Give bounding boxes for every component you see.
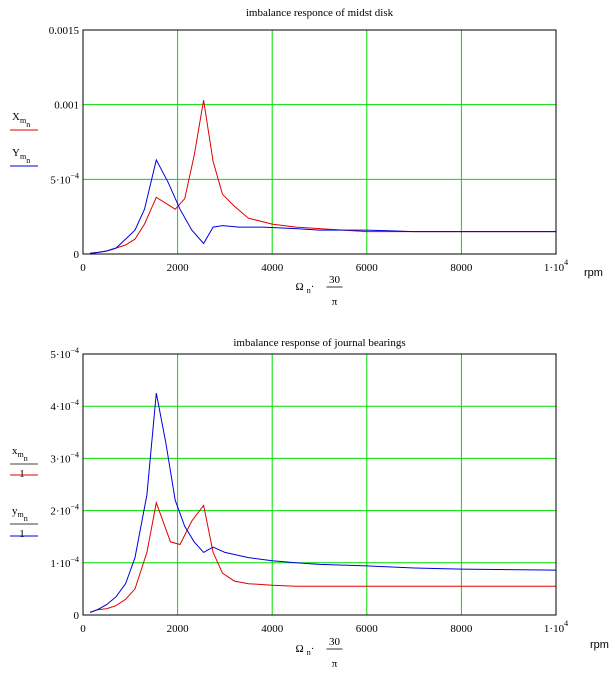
x-axis-label-numerator: 30 <box>329 274 341 286</box>
series-line-x-1 <box>89 500 556 613</box>
x-tick-label: 2000 <box>167 262 190 274</box>
series-line-y-2 <box>90 158 556 254</box>
x-tick-label: 0 <box>80 262 86 274</box>
y-tick-label: 0 <box>74 610 80 622</box>
y-tick-label: 3·10−4 <box>50 450 79 465</box>
plot-area <box>83 354 556 615</box>
y-tick-label: 2·10−4 <box>50 503 79 518</box>
x-tick-label: 6000 <box>356 262 379 274</box>
legend-label: Ymn <box>12 147 30 165</box>
legend-entry-1: xmn 1 <box>10 445 38 480</box>
chart-title: imbalance responce of midst disk <box>246 7 394 19</box>
x-tick-label: 4000 <box>261 623 284 635</box>
y-tick-label: 0 <box>74 249 80 261</box>
y-tick-label: 5·10−4 <box>50 171 79 186</box>
x-tick-label: 2000 <box>167 623 190 635</box>
x-tick-label: 8000 <box>450 623 473 635</box>
x-tick-label: 8000 <box>450 262 473 274</box>
plot-frame <box>82 29 557 255</box>
legend-label: ymn <box>12 505 28 523</box>
chart-1: imbalance responce of midst disk 0 5·10−4 0… <box>10 7 603 308</box>
plot-area <box>83 30 556 254</box>
x-tick-label: 6000 <box>356 623 379 635</box>
legend-entry-1: Xmn <box>10 111 38 131</box>
legend-denominator: 1 <box>19 528 25 540</box>
x-tick-label: 4000 <box>261 262 284 274</box>
legend-label: xmn <box>12 445 28 463</box>
plot-frame <box>82 353 557 616</box>
unit-label: rpm <box>590 639 609 651</box>
y-tick-label: 0.0015 <box>49 25 80 37</box>
x-tick-label: 1·104 <box>544 258 568 274</box>
y-tick-label: 5·10−4 <box>50 346 79 361</box>
chart-title: imbalance response of journal bearings <box>233 337 405 349</box>
series-line-y-2 <box>89 393 557 613</box>
legend-label: Xmn <box>12 111 30 129</box>
legend-denominator: 1 <box>19 468 25 480</box>
chart-2: imbalance response of journal bearings 0 1… <box>10 337 609 670</box>
x-tick-label: 1·104 <box>544 619 568 635</box>
y-tick-label: 0.001 <box>54 100 79 112</box>
unit-label: rpm <box>584 267 603 279</box>
legend-entry-2: Ymn <box>10 147 38 167</box>
y-tick-label: 4·10−4 <box>50 398 79 413</box>
x-axis-label-denominator: π <box>332 658 338 670</box>
legend-entry-2: ymn 1 <box>10 505 38 540</box>
x-tick-label: 0 <box>80 623 86 635</box>
series-line-x-1 <box>90 100 556 254</box>
x-axis-label-numerator: 30 <box>329 636 341 648</box>
y-tick-label: 1·10−4 <box>50 555 79 570</box>
x-axis-label-denominator: π <box>332 296 338 308</box>
